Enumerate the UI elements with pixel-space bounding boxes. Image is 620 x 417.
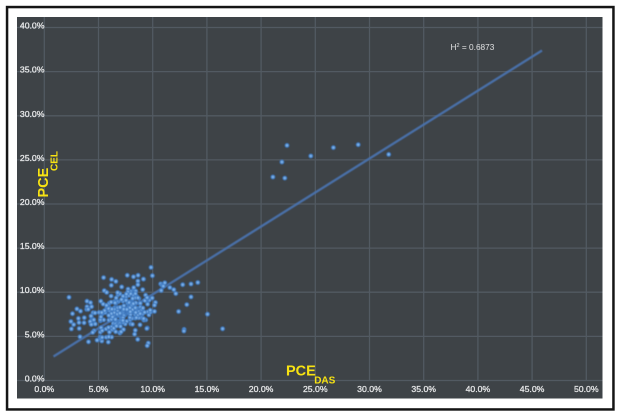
svg-text:5.0%: 5.0%: [25, 329, 45, 339]
svg-text:PCE: PCE: [286, 364, 316, 380]
svg-text:35.0%: 35.0%: [20, 65, 45, 75]
svg-text:5.0%: 5.0%: [89, 384, 109, 394]
svg-text:45.0%: 45.0%: [520, 384, 545, 394]
svg-text:PCE: PCE: [36, 167, 52, 197]
svg-text:40.0%: 40.0%: [466, 384, 491, 394]
svg-text:40.0%: 40.0%: [20, 21, 45, 31]
svg-text:35.0%: 35.0%: [411, 384, 436, 394]
svg-text:20.0%: 20.0%: [20, 197, 45, 207]
svg-text:20.0%: 20.0%: [249, 384, 274, 394]
svg-text:0.0%: 0.0%: [25, 374, 45, 384]
svg-text:15.0%: 15.0%: [20, 241, 45, 251]
svg-text:30.0%: 30.0%: [20, 109, 45, 119]
svg-text:25.0%: 25.0%: [303, 384, 328, 394]
svg-text:50.0%: 50.0%: [574, 384, 599, 394]
svg-text:30.0%: 30.0%: [357, 384, 382, 394]
svg-text:10.0%: 10.0%: [140, 384, 165, 394]
svg-text:25.0%: 25.0%: [20, 153, 45, 163]
svg-text:DAS: DAS: [314, 376, 335, 387]
svg-text:0.0%: 0.0%: [34, 384, 54, 394]
svg-text:10.0%: 10.0%: [20, 285, 45, 295]
svg-text:CEL: CEL: [50, 151, 61, 171]
svg-text:15.0%: 15.0%: [195, 384, 220, 394]
svg-text:H2 = 0.6873: H2 = 0.6873: [451, 42, 495, 52]
